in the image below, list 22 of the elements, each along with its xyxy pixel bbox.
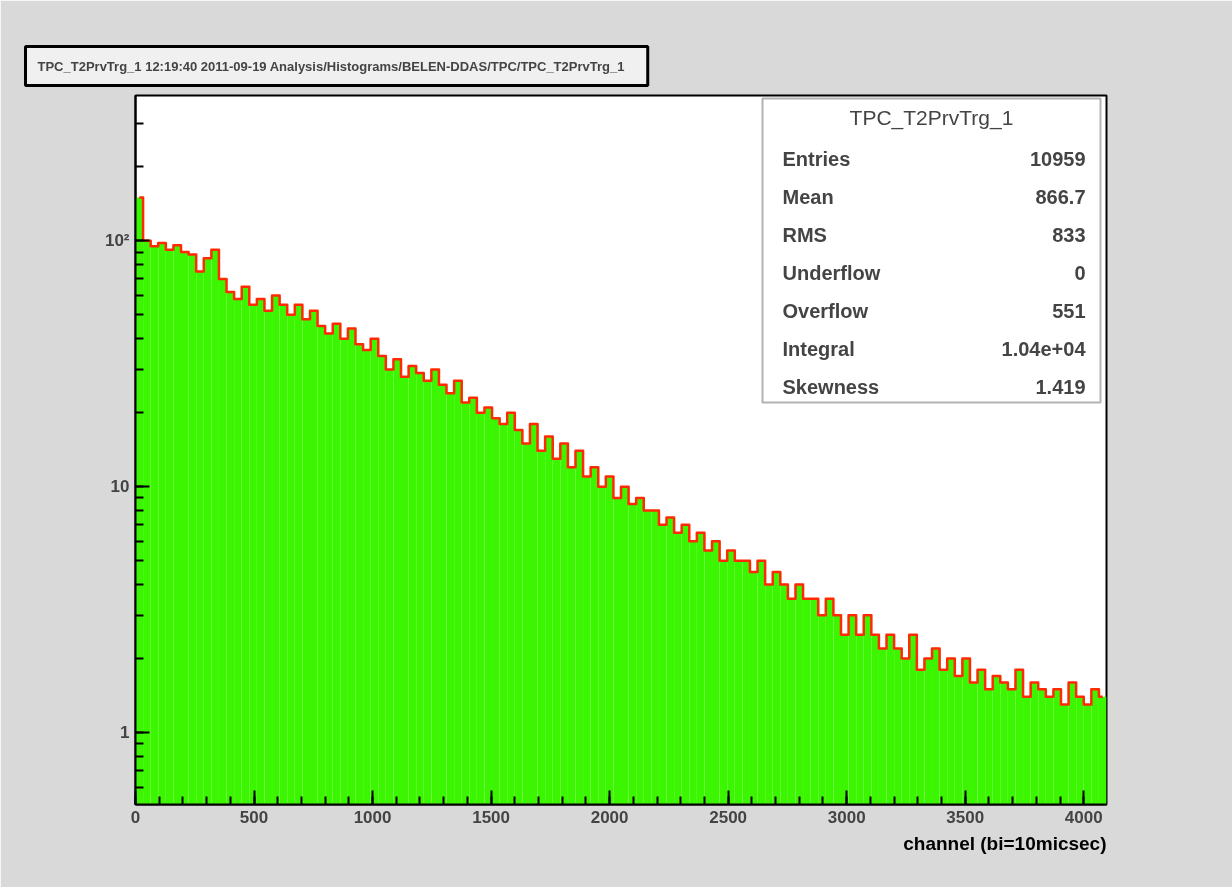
x-tick-label: 3500 — [946, 807, 985, 827]
text: Mean 866.7 — [782, 185, 1086, 208]
annotation: TPC_T2PrvTrg_1 — [849, 106, 1014, 130]
text: Underflow 0 — [782, 261, 1086, 284]
text: RMS 833 — [782, 223, 1086, 246]
x-tick-label: 1500 — [472, 807, 511, 827]
text: Overflow 551 — [782, 299, 1086, 322]
x-tick-label: 2500 — [709, 807, 748, 827]
x-tick-label: 0 — [130, 807, 141, 827]
chart-title: TPC_T2PrvTrg_1 12:19:40 2011-09-19 Analysis/Histograms/BELEN-DDAS/TPC/TPC_T2PrvTrg_1 — [37, 58, 625, 74]
x-tick-label: 1000 — [353, 807, 392, 827]
x-tick-label: 500 — [239, 807, 269, 827]
x-tick-label: 3000 — [827, 807, 866, 827]
y-tick-label: 10² — [104, 231, 130, 251]
text: Skewness 1.419 — [782, 375, 1086, 398]
x-axis-title: channel (bi=10micsec) — [903, 832, 1107, 854]
text: Integral 1.04e+04 — [782, 337, 1086, 360]
x-tick-label: 2000 — [590, 807, 629, 827]
text: Entries 10959 — [782, 147, 1086, 170]
y-tick-label: 10 — [110, 477, 130, 497]
x-tick-label: 4000 — [1064, 807, 1103, 827]
y-tick-label: 1 — [120, 723, 130, 743]
